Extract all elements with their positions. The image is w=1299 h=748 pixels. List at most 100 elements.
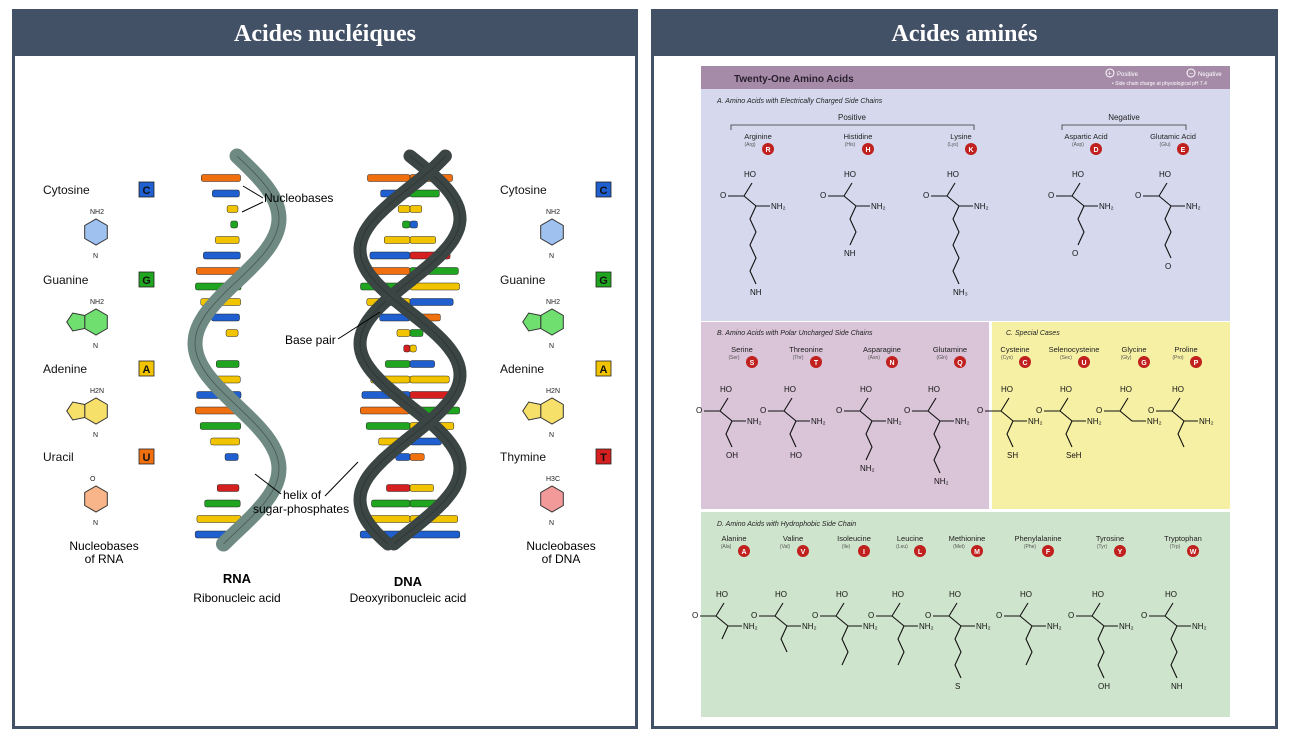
amine-label: NH₂ [1147,417,1162,426]
amino-acid-letter: Q [957,360,963,367]
carbonyl-label: O [977,406,983,415]
side-chain-bonds [1164,205,1172,259]
side-chain-bonds [1097,625,1105,679]
amino-acid-letter: N [889,360,894,367]
nucleobase-letter: U [143,452,151,464]
nucleobase-name: Guanine [43,273,89,287]
amino-acid-name: Phenylalanine [1014,534,1061,543]
amino-acid-letter: P [1194,360,1199,367]
amino-acid-letter: W [1190,549,1197,556]
nucleobase-rung [230,220,238,229]
amino-acid-abbreviation: (His) [845,142,856,148]
nucleobase-ring [540,397,564,425]
amino-acid-name: Aspartic Acid [1064,132,1107,141]
amino-acid-structure: HO O NH₂ [868,590,934,666]
amine-label: NH₂ [887,417,902,426]
side-chain-bonds [1170,625,1178,679]
nucleobase-ring [540,218,564,246]
base-pair-right [409,205,423,213]
side-chain-group: O [1165,262,1171,271]
amino-acid-abbreviation: (Arg) [744,142,755,148]
nucleobase-five-ring [66,312,86,332]
nucleobase-letter: C [600,185,608,197]
rna-helix [187,148,287,552]
amino-acid-structure: HO O NH₂ SeH [1036,385,1102,460]
group-positive-label: Positive [838,113,867,122]
amine-label: NH₂ [743,622,758,631]
hydroxyl-label: HO [1060,385,1072,394]
amino-acid-letter: D [1093,147,1098,154]
side-chain-bonds [1177,420,1185,448]
amino-acids-poster: Twenty-One Amino Acids + Positive − Nega… [692,66,1230,717]
carbonyl-label: O [812,611,818,620]
amino-acids-panel: Acides aminés Twenty-One Amino Acids + P… [651,9,1278,729]
nucleobase-letter: A [143,364,151,376]
side-chain-bonds [933,420,941,474]
amino-acid-structure: HO O NH₂ OH [696,385,762,460]
base-pair-right [409,360,435,368]
base-pair-left [386,484,411,492]
nucleobase-substituent: H2N [546,388,560,395]
carbonyl-label: O [868,611,874,620]
nucleobase-rung [203,251,241,260]
hydroxyl-label: HO [947,170,959,179]
nucleobase-letter: C [143,185,151,197]
nucleobase-substituent: NH2 [90,299,104,306]
side-chain-bonds [954,625,962,679]
hydroxyl-label: HO [836,590,848,599]
side-chain-group: NH₃ [953,288,968,297]
base-pair-right [409,298,454,306]
nucleobase-atom: N [549,520,554,527]
nucleobase-ring [540,308,564,336]
amino-acid-letter-badge [914,545,926,557]
side-chain-group: OH [1098,682,1110,691]
nucleobase-rung [215,236,240,244]
amino-acid-abbreviation: (Val) [780,544,791,550]
label-helix-2: sugar-phosphates [253,502,349,516]
amino-acid-structure: HO O NH₂ OH [1068,590,1134,691]
nucleobase-substituent: H2N [90,388,104,395]
hydroxyl-label: HO [1120,385,1132,394]
amino-acid-letter: H [865,147,870,154]
amino-acid-name: Glutamine [933,345,967,354]
nucleobase-letter: T [600,452,607,464]
hydroxyl-label: HO [1001,385,1013,394]
nucleobase-five-ring [522,312,542,332]
amino-acid-structure: HO O NH₂ NH [1141,590,1207,691]
amino-acid-name: Threonine [789,345,823,354]
amine-label: NH₂ [1192,622,1207,631]
nucleobase-ring [84,397,108,425]
amino-acid-abbreviation: (Trp) [1170,544,1181,550]
amino-acid-abbreviation: (Glu) [1159,142,1170,148]
amino-acid-letter: A [741,549,746,556]
nucleobase-atom: N [549,343,554,350]
nucleobase-ring [540,485,564,513]
nucleobase-rung [204,499,241,508]
amino-acid-letter: T [814,360,819,367]
amino-acid-letter: M [974,549,980,556]
amino-acid-name: Methionine [949,534,986,543]
amino-acid-structures: Arginine(Arg)RHOONH₂NHHistidine(His)HHOO… [692,132,1214,691]
amino-acid-abbreviation: (Ser) [728,355,739,361]
amino-acid-letter-badge [810,356,822,368]
dna-caption-1: Nucleobases [526,539,595,553]
amino-acid-letter: V [801,549,806,556]
section-charged-bg [701,89,1230,321]
amino-acid-letter-badge [1114,545,1126,557]
amino-acid-abbreviation: (Met) [953,544,965,550]
nucleobase-name: Guanine [500,273,546,287]
amino-acid-abbreviation: (Gln) [936,355,947,361]
amino-acid-letter-badge [797,545,809,557]
nucleobase-badge [595,360,612,377]
side-chain-bonds [1077,205,1085,246]
amino-acid-structure: HO O NH₂ SH [977,385,1043,460]
nucleobase-substituent: NH2 [546,209,560,216]
carbonyl-label: O [925,611,931,620]
nucleobase-badge [138,181,155,198]
nucleobase-substituent: NH2 [546,299,560,306]
nucleobase-rung [225,329,239,337]
side-chain-group: NH₂ [934,477,949,486]
nucleobase-ring [84,485,108,513]
amino-acid-letter: F [1046,549,1051,556]
nucleobase-badge [595,181,612,198]
